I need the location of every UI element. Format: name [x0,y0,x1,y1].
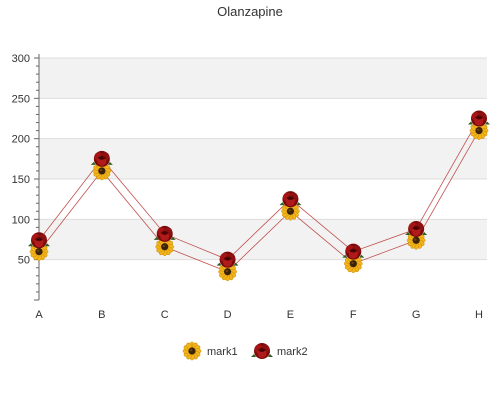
y-tick-label: 250 [12,93,30,105]
y-axis-ticks: 50 100 150 200 250 300 [12,53,39,301]
legend-item-mark1[interactable]: mark1 [182,341,238,361]
series-lines [38,118,480,273]
chart-title: Olanzapine [217,4,283,19]
data-point-mark2[interactable] [279,190,302,208]
legend-item-mark2[interactable]: mark2 [250,342,308,360]
plot-band [39,58,487,99]
y-tick-label: 100 [12,214,30,226]
legend-label-mark1: mark1 [207,346,238,358]
x-tick-label: E [287,309,294,321]
legend: mark1 mark2 [182,341,308,361]
legend-label-mark2: mark2 [277,346,308,358]
x-tick-label: H [475,309,483,321]
plot-band [39,138,487,179]
data-point-mark2[interactable] [467,110,491,127]
y-tick-label: 300 [12,53,30,65]
sunflower-icon [182,341,202,361]
gridlines [39,57,487,261]
x-tick-label: B [98,309,105,321]
x-tick-label: F [350,309,357,321]
x-tick-label: D [224,309,232,321]
series-line-mark2 [38,118,480,261]
x-axis-ticks: A B C D E F G H [35,309,483,321]
y-tick-label: 150 [12,174,30,186]
x-tick-label: C [161,309,169,321]
y-tick-label: 50 [18,255,30,267]
series-line-mark1 [38,130,480,273]
rose-icon [250,342,274,360]
x-tick-label: A [35,309,43,321]
x-tick-label: G [412,309,421,321]
y-tick-label: 200 [12,134,30,146]
